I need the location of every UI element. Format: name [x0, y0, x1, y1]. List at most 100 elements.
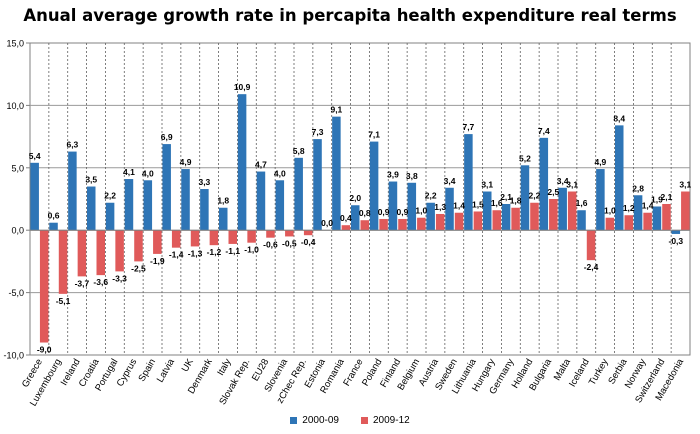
- bar-2-25: [511, 207, 520, 231]
- bar-2-18: [379, 218, 388, 231]
- data-label-2-11: -1,0: [244, 245, 259, 255]
- bar-1-19: [388, 181, 398, 231]
- bar-1-5: [124, 179, 134, 231]
- bar-1-27: [539, 137, 549, 231]
- bar-2-24: [492, 210, 501, 231]
- legend-label-series-1: 2000-09: [302, 415, 339, 426]
- bar-2-0: [39, 230, 49, 343]
- x-tick-label: Italy: [215, 357, 233, 378]
- bar-1-10: [219, 207, 228, 231]
- bar-2-31: [624, 215, 633, 231]
- bars-layer: [30, 94, 690, 343]
- data-label-2-12: -0,6: [263, 240, 278, 250]
- bar-1-26: [520, 165, 530, 231]
- data-label-2-7: -1,4: [169, 250, 184, 260]
- data-label-1-33: 1,9: [651, 194, 663, 204]
- bar-2-33: [662, 203, 671, 231]
- bar-1-31: [615, 125, 624, 231]
- data-label-2-22: 1,4: [453, 201, 465, 211]
- data-label-2-8: -1,3: [188, 248, 203, 258]
- data-label-1-24: 3,1: [481, 180, 493, 190]
- data-label-2-0: -9,0: [37, 345, 52, 355]
- bar-2-12: [266, 230, 275, 238]
- bar-1-29: [577, 210, 586, 231]
- bar-2-20: [417, 217, 426, 231]
- data-label-1-14: 5,8: [293, 146, 305, 156]
- bar-2-23: [473, 211, 483, 231]
- legend-swatch-series-2: [361, 417, 368, 424]
- data-label-1-34: -0,3: [668, 236, 683, 246]
- data-label-1-30: 4,9: [594, 157, 606, 167]
- data-label-1-8: 4,9: [180, 157, 192, 167]
- data-label-2-27: 2,5: [547, 187, 559, 197]
- bar-2-22: [454, 212, 464, 231]
- data-label-2-14: -0,4: [301, 237, 316, 247]
- x-tick-label: Turkey: [587, 357, 611, 388]
- data-label-1-25: 2,1: [500, 192, 512, 202]
- data-label-2-2: -3,7: [75, 278, 90, 288]
- bar-2-8: [190, 230, 200, 247]
- bar-1-24: [483, 191, 492, 231]
- data-label-2-13: -0,5: [282, 238, 297, 248]
- data-label-1-1: 0,6: [48, 211, 60, 221]
- data-label-2-5: -2,5: [131, 263, 146, 273]
- bar-2-16: [341, 225, 351, 231]
- data-label-1-15: 7,3: [312, 127, 324, 137]
- data-label-2-34: 3,1: [679, 180, 691, 190]
- bar-1-23: [464, 134, 473, 231]
- bar-1-11: [237, 94, 247, 231]
- bar-1-3: [87, 186, 96, 231]
- bar-1-22: [445, 187, 454, 231]
- data-label-1-13: 4,0: [274, 168, 286, 178]
- bar-1-4: [105, 202, 115, 231]
- bar-2-2: [77, 230, 87, 277]
- data-label-2-15: 0,0: [321, 218, 333, 228]
- x-tick-label: Latvia: [155, 356, 178, 384]
- data-label-1-12: 4,7: [255, 160, 267, 170]
- bar-2-30: [605, 217, 615, 231]
- data-label-2-26: 2,2: [529, 191, 541, 201]
- bar-1-16: [332, 116, 341, 231]
- legend: 2000-09 2009-12: [0, 415, 700, 426]
- bar-1-25: [501, 203, 511, 231]
- data-label-1-6: 4,0: [142, 168, 154, 178]
- data-label-1-4: 2,2: [104, 191, 116, 201]
- chart-title: Anual average growth rate in percapita h…: [23, 6, 677, 25]
- data-label-1-9: 3,3: [198, 177, 210, 187]
- bar-2-32: [643, 212, 652, 231]
- bar-2-26: [530, 202, 539, 231]
- y-tick-label: 0,0: [11, 226, 24, 236]
- bar-1-9: [200, 189, 209, 231]
- data-label-2-25: 1,8: [510, 196, 522, 206]
- bar-2-27: [549, 199, 558, 231]
- data-label-1-16: 9,1: [330, 105, 342, 115]
- bar-1-13: [275, 180, 285, 231]
- data-label-2-4: -3,3: [112, 273, 127, 283]
- data-label-1-17: 2,0: [349, 193, 361, 203]
- data-label-1-32: 2,8: [632, 183, 644, 193]
- data-label-2-20: 1,0: [415, 206, 427, 216]
- bar-1-0: [30, 162, 39, 231]
- bar-1-32: [633, 195, 643, 231]
- bar-2-9: [209, 230, 219, 246]
- data-label-2-17: 0,8: [359, 208, 371, 218]
- bar-2-7: [171, 230, 181, 248]
- legend-label-series-2: 2009-12: [373, 415, 410, 426]
- plot-border: [29, 42, 691, 356]
- data-label-2-33: 2,1: [661, 192, 673, 202]
- bar-2-6: [153, 230, 162, 254]
- legend-item-series-1: 2000-09: [290, 415, 339, 426]
- bar-2-17: [360, 220, 369, 231]
- data-label-1-18: 7,1: [368, 130, 380, 140]
- data-label-2-16: 0,4: [340, 213, 352, 223]
- data-label-2-3: -3,6: [93, 277, 108, 287]
- data-label-1-19: 3,9: [387, 170, 399, 180]
- data-label-1-21: 2,2: [425, 191, 437, 201]
- bar-2-14: [303, 230, 313, 236]
- data-label-1-31: 8,4: [613, 113, 625, 123]
- y-tick-label: -10,0: [3, 351, 24, 361]
- data-label-1-10: 1,8: [217, 196, 229, 206]
- bar-2-11: [247, 230, 256, 243]
- bar-1-12: [256, 171, 266, 231]
- y-tick-label: -5,0: [8, 288, 24, 298]
